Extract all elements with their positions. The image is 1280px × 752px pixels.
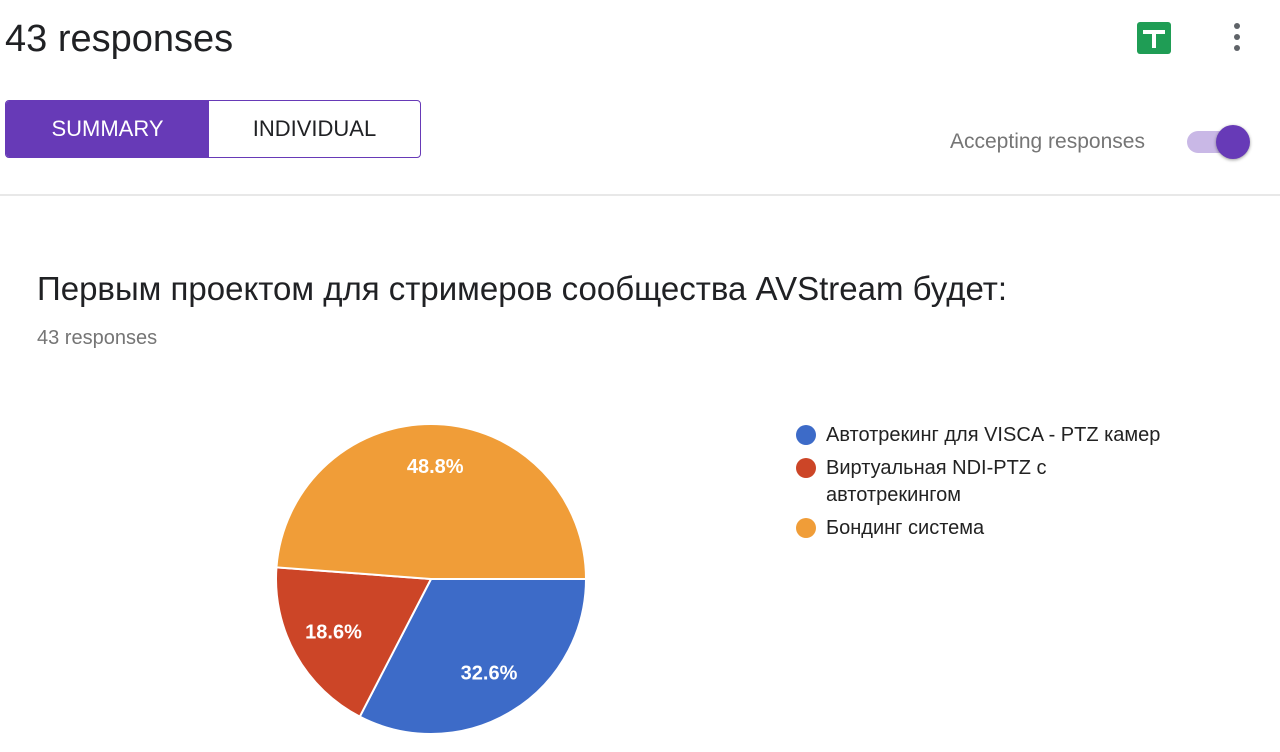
legend-item: Бондинг система <box>796 515 1196 542</box>
tabs: SUMMARY INDIVIDUAL <box>5 100 421 158</box>
legend-swatch <box>796 458 816 478</box>
legend-item: Виртуальная NDI-PTZ с автотрекингом <box>796 455 1196 509</box>
responses-title: 43 responses <box>5 18 234 60</box>
legend: Автотрекинг для VISCA - PTZ камер Виртуал… <box>796 422 1196 548</box>
pie-slice <box>358 578 588 735</box>
accepting-label: Accepting responses <box>950 130 1145 153</box>
tab-summary[interactable]: SUMMARY <box>6 101 209 157</box>
pie-slice <box>275 423 588 580</box>
question-title: Первым проектом для стримеров сообщества… <box>37 270 1008 307</box>
legend-item: Автотрекинг для VISCA - PTZ камер <box>796 422 1196 449</box>
sheets-icon[interactable] <box>1137 22 1171 54</box>
legend-swatch <box>796 518 816 538</box>
more-menu[interactable] <box>1230 22 1244 52</box>
toggle-knob[interactable] <box>1216 125 1250 159</box>
question-subtitle: 43 responses <box>37 327 158 349</box>
legend-swatch <box>796 425 816 445</box>
legend-label: Виртуальная NDI-PTZ с автотрекингом <box>826 457 1047 506</box>
pie-chart: 32.6% 18.6% 48.8% <box>275 423 588 735</box>
legend-label: Бондинг система <box>826 517 985 539</box>
tab-individual[interactable]: INDIVIDUAL <box>252 116 377 141</box>
legend-label: Автотрекинг для VISCA - PTZ камер <box>826 424 1161 446</box>
slice-label: 48.8% <box>407 456 464 478</box>
slice-label: 32.6% <box>461 663 518 685</box>
divider <box>0 194 1280 196</box>
slice-label: 18.6% <box>305 622 362 644</box>
pie-slice <box>275 566 433 719</box>
